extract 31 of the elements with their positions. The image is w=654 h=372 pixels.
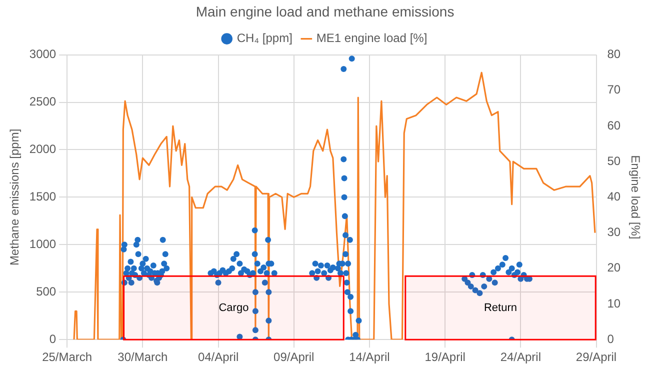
y2-tick-label: 10 bbox=[607, 296, 621, 310]
x-tick-label: 25/March bbox=[42, 350, 92, 364]
x-tick-label: 24/April bbox=[500, 350, 541, 364]
y-tick-label: 2500 bbox=[29, 94, 56, 109]
y2-tick-label: 70 bbox=[607, 82, 621, 97]
y2-tick-label: 60 bbox=[607, 118, 621, 132]
y2-tick-label: 50 bbox=[607, 154, 621, 168]
y-tick-label: 2000 bbox=[29, 142, 56, 156]
y-tick-label: 500 bbox=[36, 284, 56, 298]
x-tick-label: 14/April bbox=[349, 350, 390, 364]
x-tick-label: 04/April bbox=[198, 350, 239, 364]
y2-tick-label: 0 bbox=[607, 332, 614, 346]
y-tick-label: 1500 bbox=[29, 190, 56, 204]
legend-label: CH₄ [ppm] bbox=[236, 31, 292, 46]
y-axis-title: Methane emissions [ppm] bbox=[8, 128, 22, 266]
band-label: Cargo bbox=[218, 302, 249, 314]
x-tick-label: 09/April bbox=[274, 350, 314, 364]
y2-tick-label: 30 bbox=[607, 225, 621, 240]
chart-title: Main engine load and methane emissions bbox=[196, 3, 454, 20]
y2-tick-label: 20 bbox=[607, 260, 621, 275]
legend-label: ME1 engine load [%] bbox=[316, 31, 428, 46]
y2-axis-title: Engine load [%] bbox=[628, 155, 642, 240]
y2-tick-label: 40 bbox=[607, 190, 621, 204]
y-tick-label: 3000 bbox=[29, 47, 56, 62]
x-tick-label: 19/April bbox=[424, 350, 466, 364]
y-tick-label: 0 bbox=[49, 332, 56, 346]
y-tick-label: 1000 bbox=[29, 236, 56, 251]
y2-tick-label: 80 bbox=[607, 47, 621, 62]
band-label: Return bbox=[484, 302, 518, 314]
x-tick-label: 30/March bbox=[118, 350, 168, 364]
x-tick-label: 29/April bbox=[576, 350, 617, 364]
